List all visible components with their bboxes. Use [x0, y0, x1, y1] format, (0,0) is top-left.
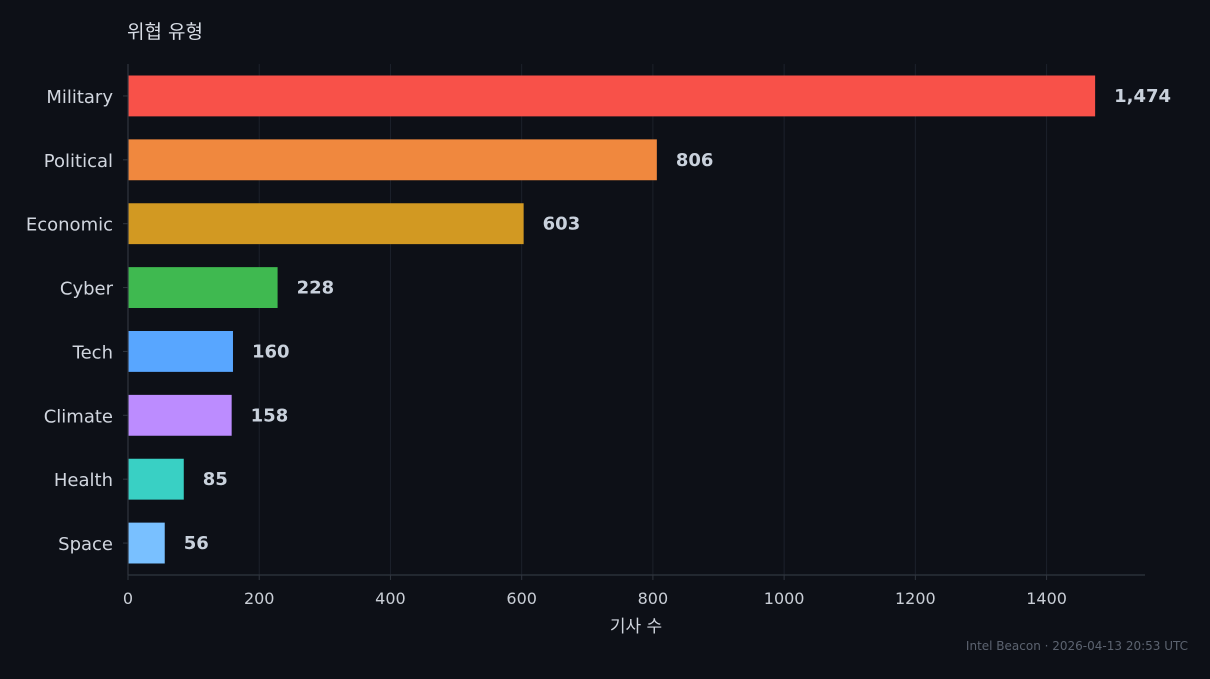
value-label: 806 — [676, 150, 714, 171]
value-label: 85 — [203, 469, 228, 490]
bar-health — [128, 458, 184, 500]
x-axis-label: 기사 수 — [610, 617, 662, 637]
category-label: Cyber — [60, 279, 114, 300]
value-label: 56 — [184, 533, 209, 554]
value-label: 228 — [297, 278, 335, 299]
x-tick-label: 200 — [244, 589, 275, 608]
bar-military — [128, 75, 1096, 117]
axes: 0 200 400 600 800 1000 1200 1400 Military Politic… — [26, 64, 1145, 608]
category-label: Economic — [26, 215, 113, 236]
value-label: 603 — [543, 214, 581, 235]
value-label: 158 — [251, 405, 289, 426]
category-label: Space — [58, 534, 113, 555]
bar-economic — [128, 203, 524, 245]
x-tick-label: 400 — [375, 589, 406, 608]
bar-political — [128, 139, 657, 181]
x-tick-label: 1000 — [764, 589, 805, 608]
category-label: Political — [44, 151, 113, 172]
x-tick-label: 1200 — [895, 589, 936, 608]
bar-space — [128, 522, 165, 564]
source-watermark: Intel Beacon · 2026-04-13 20:53 UTC — [966, 639, 1188, 653]
x-tick-label: 0 — [123, 589, 133, 608]
value-label: 1,474 — [1114, 86, 1171, 107]
value-label: 160 — [252, 341, 290, 362]
category-label: Health — [54, 470, 113, 491]
x-tick-label: 1400 — [1026, 589, 1067, 608]
x-tick-label: 800 — [638, 589, 669, 608]
bar-climate — [128, 394, 232, 436]
x-tick-label: 600 — [506, 589, 537, 608]
bar-tech — [128, 330, 233, 372]
bar-cyber — [128, 267, 278, 309]
category-label: Climate — [44, 406, 113, 427]
chart-title: 위협 유형 — [127, 21, 203, 43]
category-label: Tech — [72, 342, 113, 363]
bars: 1,474 806 603 228 160 158 85 56 — [128, 75, 1171, 564]
category-label: Military — [46, 87, 113, 108]
